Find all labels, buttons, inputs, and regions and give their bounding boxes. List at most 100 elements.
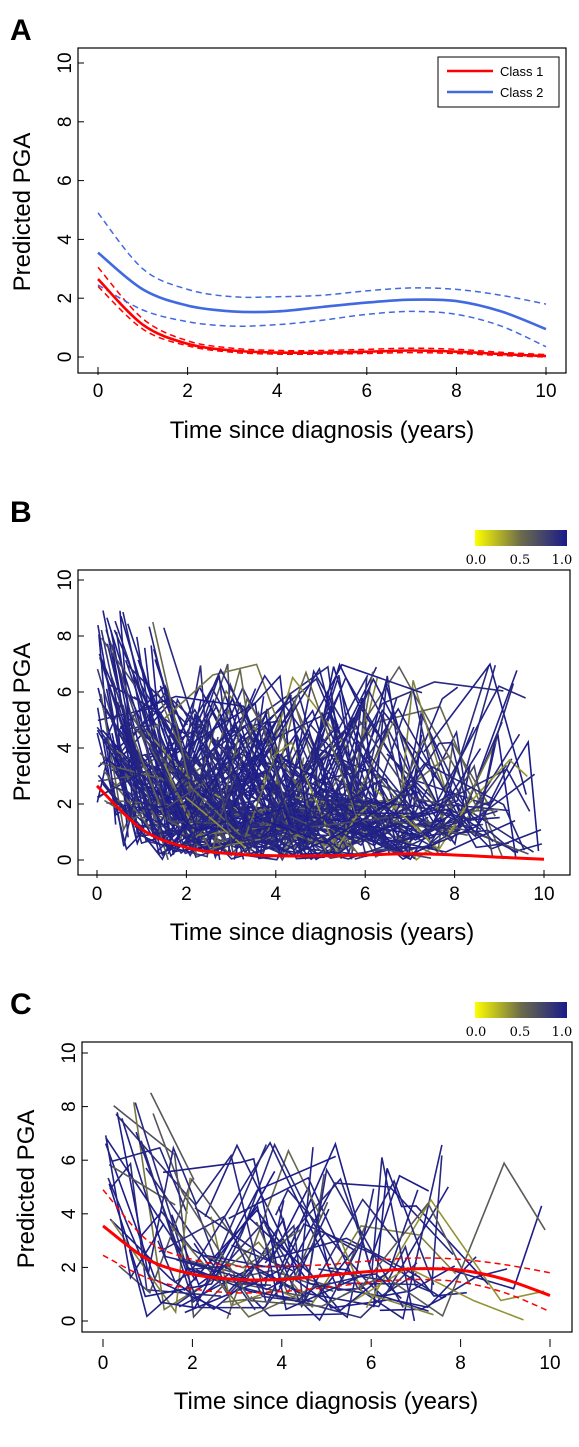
patient-trajectory-line bbox=[379, 1295, 447, 1312]
patient-trajectory-line bbox=[152, 1113, 471, 1308]
chart-a-svg: A 0 2 4 6 8 10 0 2 4 6 8 10 Time since diagnosis (… bbox=[9, 14, 567, 444]
patient-trajectory-line bbox=[272, 741, 472, 847]
patient-trajectory-line bbox=[135, 1131, 358, 1309]
patient-trajectory-line bbox=[290, 663, 423, 763]
panel-b: B 0.0 0.5 1.0 0 2 4 6 8 10 0 2 4 6 8 10 Time since… bbox=[0, 482, 579, 964]
x-tick-label: 4 bbox=[272, 381, 283, 402]
y-tick-label: 8 bbox=[59, 1101, 80, 1112]
chart-b-trajectories bbox=[96, 610, 543, 862]
x-tick-label: 8 bbox=[455, 1353, 466, 1374]
x-tick-label: 6 bbox=[362, 381, 373, 402]
patient-trajectory-line bbox=[272, 741, 369, 853]
patient-trajectory-line bbox=[176, 1258, 251, 1282]
colorbar-b-tick-1: 0.5 bbox=[510, 553, 531, 568]
patient-trajectory-line bbox=[217, 775, 234, 855]
y-tick-label: 8 bbox=[55, 631, 76, 642]
x-tick-label: 8 bbox=[449, 884, 460, 905]
y-tick-label: 6 bbox=[59, 1155, 80, 1166]
x-tick-label: 4 bbox=[277, 1353, 288, 1374]
x-tick-label: 10 bbox=[533, 884, 554, 905]
x-tick-label: 8 bbox=[451, 381, 462, 402]
ci-lower-line bbox=[97, 284, 547, 348]
colorbar-b-tick-0: 0.0 bbox=[466, 553, 487, 568]
x-tick-label: 10 bbox=[539, 1353, 560, 1374]
patient-trajectory-line bbox=[98, 653, 129, 838]
x-tick-label: 2 bbox=[182, 381, 193, 402]
patient-trajectory-line bbox=[140, 1140, 256, 1311]
y-tick-label: 4 bbox=[59, 1208, 80, 1219]
patient-trajectory-line bbox=[96, 704, 273, 851]
chart-a-legend: Class 1 Class 2 bbox=[437, 56, 560, 108]
y-tick-label: 8 bbox=[55, 117, 76, 128]
patient-trajectory-line bbox=[171, 721, 372, 861]
x-tick-label: 0 bbox=[98, 1353, 109, 1374]
chart-c-xlabel: Time since diagnosis (years) bbox=[174, 1388, 479, 1415]
chart-c-trajectories bbox=[104, 1092, 546, 1322]
chart-c-frame bbox=[81, 1041, 573, 1333]
chart-c-svg: C 0.0 0.5 1.0 0 2 4 6 8 10 0 2 4 6 8 10 Time since… bbox=[10, 988, 573, 1415]
ci-lower-line bbox=[102, 1254, 551, 1313]
patient-trajectory-line bbox=[119, 674, 336, 856]
patient-trajectory-line bbox=[318, 739, 540, 858]
y-tick-label: 2 bbox=[55, 293, 76, 304]
legend-label-class-1: Class 1 bbox=[500, 64, 543, 79]
patient-trajectory-line bbox=[166, 781, 206, 808]
patient-trajectory-line bbox=[100, 637, 136, 686]
colorbar-c-tick-0: 0.0 bbox=[466, 1025, 487, 1040]
patient-trajectory-line bbox=[170, 1225, 331, 1318]
patient-trajectory-line bbox=[365, 1198, 545, 1309]
colorbar-b-tick-2: 1.0 bbox=[552, 553, 573, 568]
patient-trajectory-line bbox=[148, 692, 310, 832]
patient-trajectory-line bbox=[278, 1189, 419, 1312]
patient-trajectory-line bbox=[145, 1167, 398, 1309]
x-tick-label: 2 bbox=[187, 1353, 198, 1374]
y-tick-label: 10 bbox=[59, 1042, 80, 1063]
y-tick-label: 4 bbox=[55, 742, 76, 753]
patient-trajectory-line bbox=[283, 787, 360, 809]
chart-a-frame bbox=[77, 47, 567, 374]
patient-trajectory-line bbox=[254, 666, 436, 815]
y-tick-label: 0 bbox=[55, 352, 76, 363]
patient-trajectory-line bbox=[162, 1157, 402, 1311]
panel-a-letter: A bbox=[10, 14, 32, 47]
patient-trajectory-line bbox=[175, 1144, 268, 1306]
patient-trajectory-line bbox=[190, 1141, 365, 1291]
y-tick-label: 0 bbox=[55, 855, 76, 866]
patient-trajectory-line bbox=[372, 1168, 489, 1308]
patient-trajectory-line bbox=[264, 1224, 292, 1269]
chart-b-svg: B 0.0 0.5 1.0 0 2 4 6 8 10 0 2 4 6 8 10 Time since… bbox=[9, 496, 573, 946]
patient-trajectory-line bbox=[426, 683, 515, 850]
y-tick-label: 6 bbox=[55, 175, 76, 186]
patient-trajectory-line bbox=[255, 1201, 329, 1296]
patient-trajectory-line bbox=[104, 1135, 165, 1280]
patient-trajectory-line bbox=[106, 643, 180, 842]
patient-trajectory-line bbox=[116, 1112, 337, 1309]
x-tick-label: 0 bbox=[93, 381, 104, 402]
chart-b-ylabel: Predicted PGA bbox=[9, 643, 36, 802]
mean-trajectory-line bbox=[97, 278, 547, 358]
y-tick-label: 10 bbox=[55, 52, 76, 73]
patient-trajectory-line bbox=[138, 1188, 375, 1319]
patient-trajectory-line bbox=[145, 695, 294, 829]
patient-trajectory-line bbox=[141, 675, 349, 821]
patient-trajectory-line bbox=[226, 1148, 322, 1319]
panel-c-letter: C bbox=[10, 988, 32, 1021]
patient-trajectory-line bbox=[156, 690, 450, 856]
patient-trajectory-line bbox=[149, 1092, 195, 1181]
x-tick-label: 6 bbox=[360, 884, 371, 905]
colorbar-c-tick-2: 1.0 bbox=[552, 1025, 573, 1040]
patient-trajectory-line bbox=[96, 707, 141, 817]
patient-trajectory-line bbox=[112, 1146, 188, 1214]
mean-trajectory-line bbox=[95, 784, 545, 861]
panel-b-letter: B bbox=[10, 496, 32, 529]
patient-trajectory-line bbox=[107, 1145, 267, 1302]
patient-trajectory-line bbox=[108, 1164, 176, 1206]
patient-trajectory-line bbox=[186, 725, 296, 828]
patient-trajectory-line bbox=[354, 736, 453, 839]
colorbar-b bbox=[475, 530, 567, 546]
ci-lower-line bbox=[97, 285, 547, 358]
patient-trajectory-line bbox=[169, 675, 398, 854]
y-tick-label: 2 bbox=[59, 1262, 80, 1273]
y-tick-label: 10 bbox=[55, 569, 76, 590]
y-tick-label: 0 bbox=[59, 1316, 80, 1327]
